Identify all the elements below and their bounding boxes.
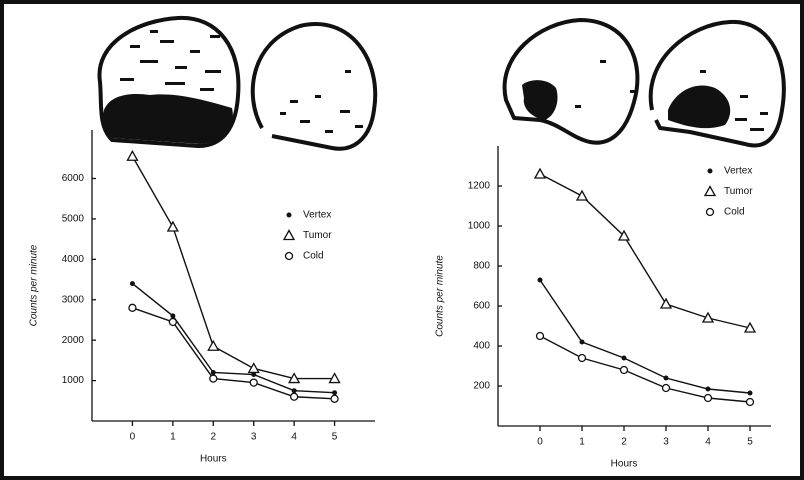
- y-tick-label: 4000: [62, 254, 85, 265]
- point-dot: [291, 388, 297, 394]
- y-axis-label: Counts per minute: [29, 244, 40, 326]
- point-dot: [663, 375, 669, 381]
- point-circle: [661, 383, 671, 393]
- point-circle: [703, 393, 713, 403]
- y-tick-label: 1200: [468, 181, 491, 192]
- point-circle: [249, 378, 258, 387]
- legend-marker: [286, 212, 292, 218]
- point-dot: [537, 277, 543, 283]
- series-line: [132, 307, 335, 400]
- x-tick-label: 1: [170, 432, 176, 443]
- series-line: [131, 155, 335, 380]
- x-tick-label: 2: [621, 437, 627, 448]
- brain-scans: [97, 15, 786, 151]
- point-circle: [745, 397, 755, 407]
- point-dot: [579, 339, 585, 345]
- scan-dots: [700, 70, 768, 131]
- point-dot: [332, 390, 338, 396]
- scan-blob: [668, 85, 731, 129]
- head-outline: [502, 18, 640, 145]
- head-outline: [97, 15, 241, 148]
- scan-dots: [575, 60, 636, 108]
- scan-dots: [120, 30, 221, 91]
- legend-label: Cold: [303, 251, 324, 262]
- legend-label: Tumor: [724, 186, 753, 197]
- point-triangle: [743, 321, 757, 333]
- x-tick-label: 4: [291, 432, 297, 443]
- x-tick-label: 2: [211, 432, 217, 443]
- legend-marker: [282, 229, 296, 241]
- point-triangle: [701, 311, 715, 323]
- y-tick-label: 3000: [62, 294, 85, 305]
- x-tick-label: 5: [747, 437, 753, 448]
- scan-blob: [522, 80, 558, 120]
- x-tick-label: 5: [332, 432, 338, 443]
- point-circle: [128, 303, 137, 312]
- y-tick-label: 6000: [62, 173, 85, 184]
- x-axis-label: Hours: [200, 454, 227, 465]
- point-dot: [251, 372, 257, 378]
- y-axis-label: Counts per minute: [435, 255, 446, 337]
- head-outline: [250, 22, 378, 151]
- legend-marker: [284, 251, 294, 261]
- point-circle: [330, 394, 339, 403]
- point-triangle: [288, 372, 301, 384]
- legend-label: Cold: [724, 207, 745, 218]
- point-triangle: [533, 167, 547, 179]
- x-tick-label: 3: [251, 432, 257, 443]
- y-tick-label: 5000: [62, 214, 85, 225]
- legend-marker: [707, 168, 713, 174]
- point-triangle: [659, 297, 673, 309]
- point-triangle: [328, 372, 341, 384]
- legend-label: Vertex: [303, 210, 331, 221]
- point-dot: [170, 313, 176, 319]
- series-line: [539, 279, 751, 394]
- series-line: [539, 335, 751, 403]
- x-tick-label: 4: [705, 437, 711, 448]
- y-tick-label: 200: [473, 381, 490, 392]
- legend-label: Tumor: [303, 230, 332, 241]
- point-circle: [168, 317, 178, 327]
- point-circle: [289, 392, 299, 401]
- y-tick-label: 1000: [468, 221, 491, 232]
- y-tick-label: 2000: [62, 335, 85, 346]
- point-circle: [209, 374, 218, 383]
- y-tick-label: 600: [473, 301, 490, 312]
- series-line: [131, 283, 335, 394]
- scan-blob: [103, 93, 233, 144]
- y-tick-label: 1000: [62, 375, 85, 386]
- x-tick-label: 3: [663, 437, 669, 448]
- scan-dots: [280, 70, 363, 133]
- point-triangle: [575, 189, 589, 201]
- point-triangle: [126, 149, 139, 161]
- y-tick-label: 800: [473, 261, 490, 272]
- x-tick-label: 0: [130, 432, 136, 443]
- legend-marker: [705, 207, 715, 217]
- point-dot: [210, 370, 216, 375]
- point-circle: [577, 353, 587, 363]
- y-tick-label: 400: [473, 341, 490, 352]
- x-tick-label: 1: [579, 437, 585, 448]
- point-circle: [619, 365, 629, 375]
- x-tick-label: 0: [537, 437, 543, 448]
- point-dot: [747, 390, 753, 396]
- point-dot: [705, 386, 711, 392]
- series-line: [539, 173, 751, 329]
- head-outline: [648, 19, 786, 148]
- legend-label: Vertex: [724, 166, 752, 177]
- point-dot: [129, 281, 135, 287]
- point-dot: [621, 355, 627, 361]
- point-triangle: [247, 362, 260, 374]
- legend-marker: [703, 185, 717, 197]
- point-triangle: [166, 220, 179, 232]
- point-triangle: [207, 339, 220, 351]
- point-triangle: [617, 229, 631, 241]
- x-axis-label: Hours: [611, 459, 638, 470]
- point-circle: [535, 331, 545, 341]
